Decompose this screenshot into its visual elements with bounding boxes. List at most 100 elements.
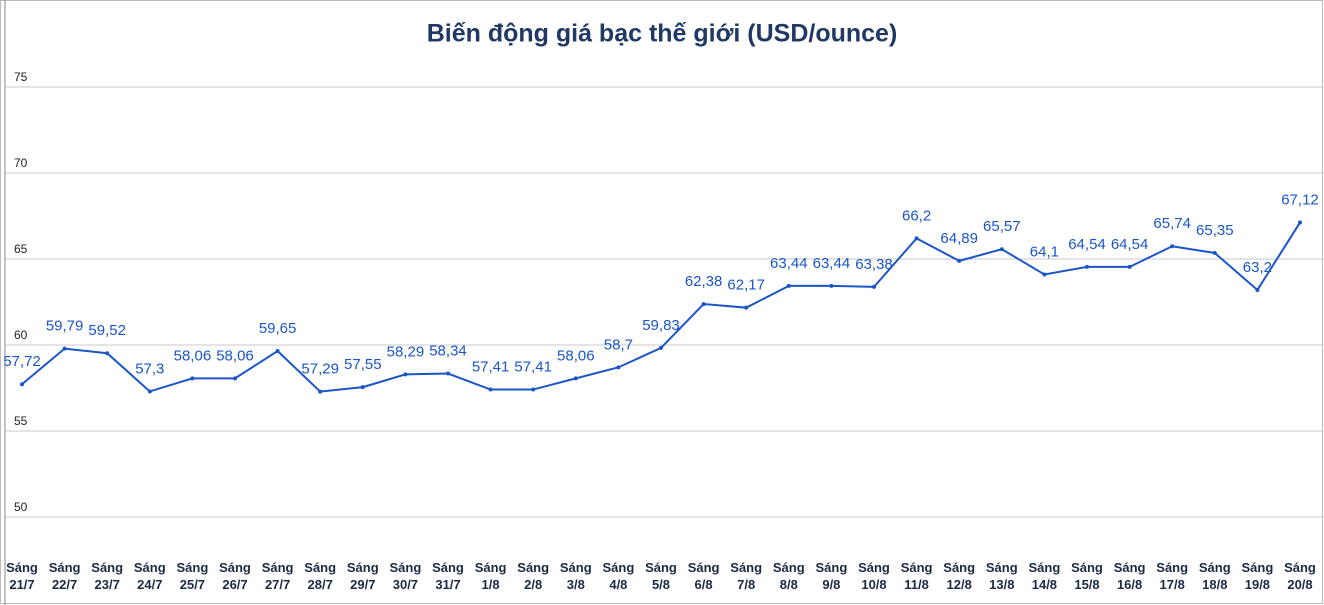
- value-label: 62,38: [685, 273, 723, 290]
- value-label: 58,29: [387, 343, 425, 360]
- value-label: 59,52: [88, 322, 126, 339]
- point: [403, 372, 408, 377]
- point: [20, 382, 24, 387]
- y-tick-label: 65: [14, 242, 28, 256]
- value-label: 57,29: [301, 361, 339, 378]
- x-tick-label: Sáng 14/8: [1028, 560, 1061, 592]
- value-label: 58,06: [216, 347, 254, 364]
- x-tick-label: Sáng 24/7: [133, 560, 166, 592]
- y-tick-label: 75: [14, 70, 28, 84]
- point: [360, 385, 365, 390]
- point: [829, 283, 834, 288]
- y-tick-label: 55: [14, 414, 28, 428]
- value-label: 57,3: [135, 360, 164, 377]
- value-label: 64,54: [1068, 236, 1106, 253]
- value-label: 63,44: [813, 255, 851, 272]
- point: [616, 365, 621, 370]
- point: [1127, 264, 1132, 269]
- point: [1298, 220, 1302, 225]
- x-tick-label: Sáng 17/8: [1156, 560, 1189, 592]
- point: [488, 387, 493, 392]
- value-label: 63,2: [1243, 259, 1272, 276]
- point: [744, 305, 749, 310]
- x-tick-label: Sáng 26/7: [219, 560, 251, 592]
- value-label: 63,38: [855, 256, 893, 273]
- x-tick-label: Sáng 29/7: [346, 560, 379, 592]
- point: [446, 371, 450, 376]
- point: [105, 351, 110, 356]
- value-label: 59,65: [259, 320, 297, 337]
- x-tick-label: Sáng 25/7: [176, 560, 209, 592]
- value-label: 62,17: [727, 277, 765, 294]
- point: [1042, 272, 1047, 277]
- point: [573, 376, 578, 381]
- point: [233, 376, 237, 381]
- x-tick-label: Sáng 11/8: [900, 560, 933, 592]
- x-tick-label: Sáng 12/8: [943, 560, 976, 592]
- x-tick-label: Sáng 28/7: [304, 560, 337, 592]
- point: [786, 283, 791, 288]
- value-label: 57,55: [344, 356, 382, 373]
- x-tick-label: Sáng 20/8: [1284, 560, 1316, 592]
- point: [957, 258, 962, 263]
- point: [147, 389, 152, 394]
- point: [914, 236, 919, 241]
- chart-title: Biến động giá bạc thế giới (USD/ounce): [427, 20, 898, 48]
- x-tick-label: Sáng 23/7: [91, 560, 124, 592]
- x-tick-label: Sáng 2/8: [517, 560, 550, 592]
- x-tick-label: Sáng 19/8: [1241, 560, 1274, 592]
- value-label: 57,72: [3, 353, 41, 370]
- point: [1212, 250, 1217, 255]
- x-tick-label: Sáng 21/7: [6, 560, 38, 592]
- value-label: 58,06: [174, 347, 212, 364]
- value-label: 59,79: [46, 318, 84, 335]
- point: [872, 284, 876, 289]
- value-label: 57,41: [472, 359, 510, 376]
- value-label: 65,57: [983, 218, 1021, 235]
- point: [1255, 287, 1260, 292]
- x-tick-label: Sáng 10/8: [858, 560, 890, 592]
- x-tick-label: Sáng 16/8: [1113, 560, 1146, 592]
- point: [1170, 244, 1175, 249]
- point: [701, 302, 706, 307]
- value-label: 66,2: [902, 207, 931, 224]
- point: [190, 376, 195, 381]
- x-tick-label: Sáng 27/7: [261, 560, 294, 592]
- value-label: 64,89: [940, 230, 978, 247]
- x-tick-label: Sáng 13/8: [985, 560, 1018, 592]
- x-tick-label: Sáng 7/8: [730, 560, 763, 592]
- x-tick-label: Sáng 9/8: [815, 560, 848, 592]
- x-tick-label: Sáng 31/7: [432, 560, 464, 592]
- point: [659, 345, 663, 350]
- y-tick-label: 60: [14, 328, 28, 342]
- point: [318, 389, 323, 394]
- point: [1085, 264, 1089, 269]
- line: [21, 222, 1301, 393]
- value-label: 65,74: [1153, 215, 1191, 232]
- value-label: 58,06: [557, 347, 595, 364]
- value-label: 58,7: [604, 336, 633, 353]
- value-label: 65,35: [1196, 222, 1234, 239]
- value-label: 64,1: [1030, 243, 1059, 260]
- point: [531, 387, 536, 392]
- x-tick-label: Sáng 18/8: [1198, 560, 1231, 592]
- x-tick-label: Sáng 15/8: [1071, 560, 1103, 592]
- point: [999, 247, 1004, 252]
- x-tick-label: Sáng 30/7: [389, 560, 422, 592]
- value-label: 67,12: [1281, 192, 1319, 209]
- x-tick-label: Sáng 4/8: [602, 560, 635, 592]
- x-tick-label: Sáng 8/8: [772, 560, 805, 592]
- x-tick-label: Sáng 5/8: [645, 560, 677, 592]
- x-tick-label: Sáng 22/7: [48, 560, 81, 592]
- point: [62, 346, 67, 351]
- y-tick-label: 50: [14, 500, 28, 514]
- x-tick-label: Sáng 1/8: [474, 560, 507, 592]
- y-tick-label: 70: [14, 156, 28, 170]
- point: [275, 349, 280, 354]
- x-tick-label: Sáng 6/8: [687, 560, 720, 592]
- value-label: 64,54: [1111, 236, 1149, 253]
- value-label: 58,34: [429, 343, 467, 360]
